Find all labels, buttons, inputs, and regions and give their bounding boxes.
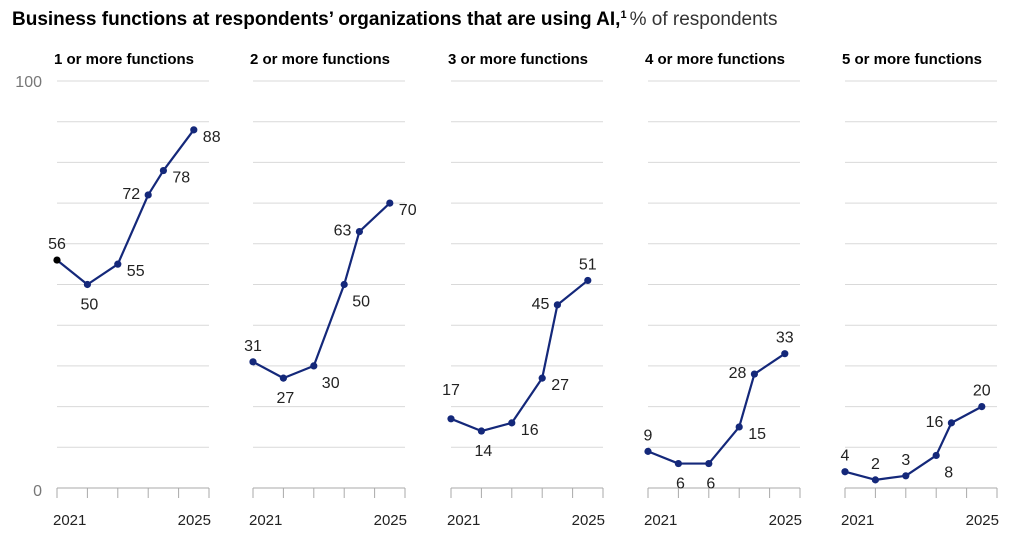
data-label: 6 bbox=[706, 476, 715, 493]
data-point bbox=[538, 374, 546, 382]
data-label: 4 bbox=[841, 448, 850, 465]
data-point bbox=[159, 166, 167, 175]
data-point bbox=[735, 423, 743, 431]
data-point bbox=[978, 403, 986, 411]
panel-2: 2 or more functions 2021 2025 31 27 30 50 63 70 bbox=[244, 51, 417, 529]
panel-title: 3 or more functions bbox=[448, 51, 588, 68]
data-label: 55 bbox=[127, 263, 145, 280]
data-label: 16 bbox=[926, 414, 944, 431]
data-point bbox=[508, 419, 516, 427]
data-label: 63 bbox=[334, 223, 352, 240]
data-point bbox=[355, 227, 363, 236]
data-label: 28 bbox=[729, 365, 747, 382]
data-label: 50 bbox=[352, 294, 370, 311]
title-footnote: 1 bbox=[620, 9, 626, 21]
series-line bbox=[450, 279, 589, 433]
data-label: 70 bbox=[399, 202, 417, 219]
data-point bbox=[114, 260, 122, 268]
data-label: 56 bbox=[48, 236, 66, 253]
data-label: 33 bbox=[776, 330, 794, 347]
data-point bbox=[932, 451, 940, 460]
data-label: 45 bbox=[532, 296, 550, 313]
data-point bbox=[674, 459, 683, 468]
data-point bbox=[871, 476, 880, 484]
x-tick-label: 2025 bbox=[769, 512, 802, 529]
data-point bbox=[477, 427, 485, 435]
series-line bbox=[56, 129, 195, 286]
data-label: 78 bbox=[172, 170, 190, 187]
panel-title: 1 or more functions bbox=[54, 51, 194, 68]
data-point bbox=[340, 280, 348, 289]
panel-3: 3 or more functions 2021 2025 17 14 16 27 45 51 bbox=[442, 51, 605, 529]
data-point bbox=[902, 472, 910, 480]
x-tick-label: 2021 bbox=[447, 512, 480, 529]
data-label: 51 bbox=[579, 256, 597, 273]
series-line bbox=[252, 202, 391, 380]
data-label: 88 bbox=[203, 129, 221, 146]
data-point bbox=[279, 374, 287, 382]
data-point bbox=[83, 280, 91, 289]
x-tick-label: 2025 bbox=[178, 512, 211, 529]
panel-title: 5 or more functions bbox=[842, 51, 982, 68]
data-point bbox=[190, 126, 198, 134]
panel-title: 2 or more functions bbox=[250, 51, 390, 68]
data-point bbox=[447, 415, 455, 423]
x-tick-label: 2025 bbox=[966, 512, 999, 529]
panel-4: 4 or more functions 2021 2025 9 6 6 15 28 33 bbox=[644, 51, 802, 529]
y-tick-max: 100 bbox=[15, 74, 42, 91]
y-tick-min: 0 bbox=[33, 483, 42, 500]
panel-1: 1 or more functions 2021 2025 56 50 55 72 78 88 bbox=[48, 51, 221, 529]
data-point bbox=[553, 301, 562, 309]
data-point bbox=[750, 370, 759, 378]
data-point bbox=[644, 447, 652, 455]
series-line bbox=[844, 405, 983, 481]
x-tick-label: 2025 bbox=[374, 512, 407, 529]
x-tick-label: 2025 bbox=[572, 512, 605, 529]
data-point bbox=[386, 199, 394, 207]
data-point bbox=[249, 358, 257, 366]
title-main: Business functions at respondents’ organ… bbox=[12, 9, 620, 30]
data-point bbox=[781, 350, 789, 358]
data-point bbox=[144, 191, 152, 199]
chart-title: Business functions at respondents’ organ… bbox=[12, 9, 777, 30]
data-label: 30 bbox=[322, 375, 340, 392]
data-label: 15 bbox=[748, 426, 766, 443]
data-point bbox=[310, 362, 318, 370]
data-label: 9 bbox=[644, 427, 653, 444]
data-point bbox=[947, 419, 956, 427]
data-label: 27 bbox=[277, 390, 295, 407]
series-line bbox=[647, 352, 786, 465]
data-label: 14 bbox=[475, 443, 493, 460]
data-point bbox=[841, 468, 849, 476]
data-label: 20 bbox=[973, 383, 991, 400]
panel-5: 5 or more functions 2021 2025 4 2 3 8 16 20 bbox=[841, 51, 999, 529]
x-tick-label: 2021 bbox=[841, 512, 874, 529]
data-point bbox=[705, 459, 713, 468]
x-tick-label: 2021 bbox=[644, 512, 677, 529]
x-tick-label: 2021 bbox=[249, 512, 282, 529]
data-label: 31 bbox=[244, 338, 262, 355]
data-label: 8 bbox=[944, 464, 953, 481]
data-point bbox=[53, 256, 61, 264]
title-subtitle: % of respondents bbox=[630, 9, 778, 30]
data-label: 27 bbox=[551, 377, 569, 394]
data-point bbox=[584, 276, 592, 285]
data-label: 3 bbox=[901, 452, 910, 469]
data-label: 6 bbox=[676, 476, 685, 493]
data-label: 16 bbox=[521, 422, 539, 439]
data-label: 72 bbox=[122, 186, 140, 203]
data-label: 2 bbox=[871, 456, 880, 473]
panel-title: 4 or more functions bbox=[645, 51, 785, 68]
x-tick-label: 2021 bbox=[53, 512, 86, 529]
data-label: 17 bbox=[442, 382, 460, 399]
data-label: 50 bbox=[81, 297, 99, 314]
